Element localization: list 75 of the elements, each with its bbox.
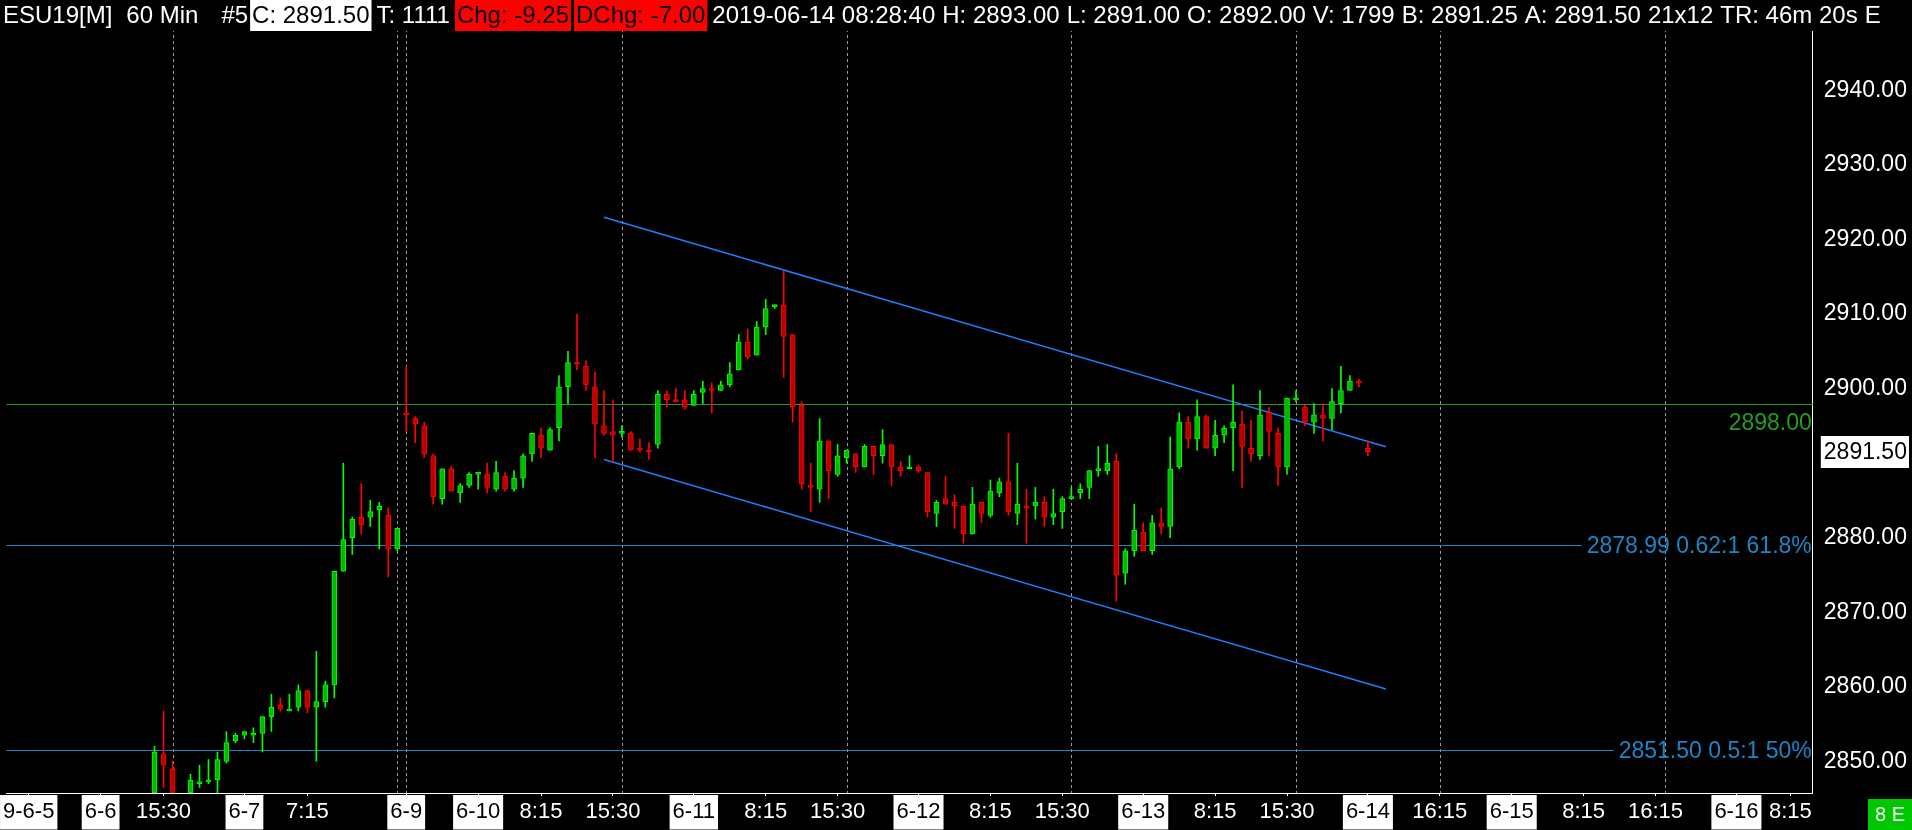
- candlestick: [367, 500, 374, 527]
- candlestick: [1158, 507, 1165, 535]
- candlestick: [708, 382, 715, 414]
- candlestick: [475, 472, 481, 490]
- text: C: 2891.50: [252, 0, 370, 28]
- candlestick: [699, 380, 706, 404]
- x-tick-label: 6-15: [1489, 798, 1534, 824]
- text: T: 1111: [376, 0, 450, 28]
- candlestick: [403, 365, 410, 432]
- y-tick-label: 2850.00: [1823, 746, 1907, 773]
- x-tick-label: 8:15: [519, 798, 563, 824]
- x-tick-label: 6-10: [456, 798, 501, 824]
- x-tick-label: 6-12: [896, 798, 941, 824]
- ref-line-label: 2851.50 0.5:1 50%: [1618, 736, 1812, 763]
- text: A: 2891.50: [1524, 0, 1641, 28]
- x-tick-label: 15:30: [1259, 798, 1315, 824]
- text: L: 2891.00: [1066, 0, 1181, 28]
- candlestick: [1104, 444, 1111, 475]
- candlestick: [1230, 384, 1236, 471]
- y-tick-label: 2860.00: [1823, 672, 1907, 699]
- candlestick: [412, 416, 419, 444]
- text: 8 E: [1874, 802, 1906, 825]
- chart-subtitle: 60 Min: [126, 0, 199, 28]
- y-tick-label: 2900.00: [1823, 373, 1907, 400]
- text: O: 2892.00: [1187, 0, 1306, 28]
- x-tick-label: 6-9: [390, 798, 423, 824]
- text: 2891.50: [1823, 438, 1907, 465]
- candlestick: [358, 483, 365, 535]
- candlestick: [601, 390, 607, 436]
- x-tick-label: 15:30: [1034, 798, 1090, 824]
- candlestick: [1248, 419, 1254, 462]
- x-tick-label: 8:15: [744, 798, 788, 824]
- y-tick-label: 2910.00: [1823, 299, 1907, 326]
- x-tick-label: 6-6: [84, 798, 117, 824]
- x-tick-label: 15:30: [585, 798, 641, 824]
- x-tick-label: 7:15: [285, 798, 329, 824]
- x-tick-label: 6-16: [1714, 798, 1759, 824]
- x-tick-label: 6-14: [1345, 798, 1390, 824]
- text: 2019-06-14 08:28:40: [712, 0, 936, 28]
- x-tick-label: 8:15: [1768, 798, 1812, 824]
- x-tick-label: 15:30: [136, 798, 192, 824]
- candlestick: [673, 388, 679, 403]
- x-tick-label: 6-7: [228, 798, 261, 824]
- text: 21x12: [1647, 0, 1714, 28]
- text: TR: 46m 20s: [1720, 0, 1858, 28]
- text: DChg: -7.00: [575, 0, 706, 28]
- x-tick-label: 8:15: [1193, 798, 1237, 824]
- text: V: 1799: [1312, 0, 1395, 28]
- candlestick: [1293, 390, 1299, 403]
- candlestick: [1320, 403, 1326, 442]
- ref-line-label: 2878.99 0.62:1 61.8%: [1586, 531, 1812, 558]
- candlestick: [574, 313, 580, 371]
- text: E: [1864, 0, 1881, 28]
- x-tick-label: 15:30: [810, 798, 866, 824]
- y-tick-label: 2940.00: [1823, 75, 1907, 102]
- y-tick-label: 2880.00: [1823, 523, 1907, 550]
- text: B: 2891.25: [1401, 0, 1518, 28]
- x-tick-label: 16:15: [1412, 798, 1468, 824]
- x-tick-label: 8:15: [969, 798, 1012, 824]
- candlestick: [1095, 446, 1102, 477]
- candlestick: [610, 399, 616, 462]
- text: H: 2893.00: [942, 0, 1060, 28]
- y-tick-label: 2920.00: [1823, 224, 1907, 251]
- text: #5: [221, 0, 249, 28]
- x-tick-label: 16:15: [1627, 798, 1684, 824]
- y-tick-label: 2870.00: [1823, 597, 1907, 624]
- x-tick-label: 6-11: [672, 798, 716, 824]
- chart-title: ESU19[M]: [3, 0, 113, 28]
- x-tick-label: 9-6-5: [3, 798, 55, 824]
- x-tick-label: 6-13: [1121, 798, 1166, 824]
- x-tick-label: 8:15: [1562, 798, 1606, 824]
- text: Chg: -9.25: [456, 0, 569, 28]
- ref-line-label: 2898.00: [1728, 409, 1812, 436]
- candlestick: [1068, 487, 1075, 499]
- y-tick-label: 2930.00: [1823, 150, 1907, 177]
